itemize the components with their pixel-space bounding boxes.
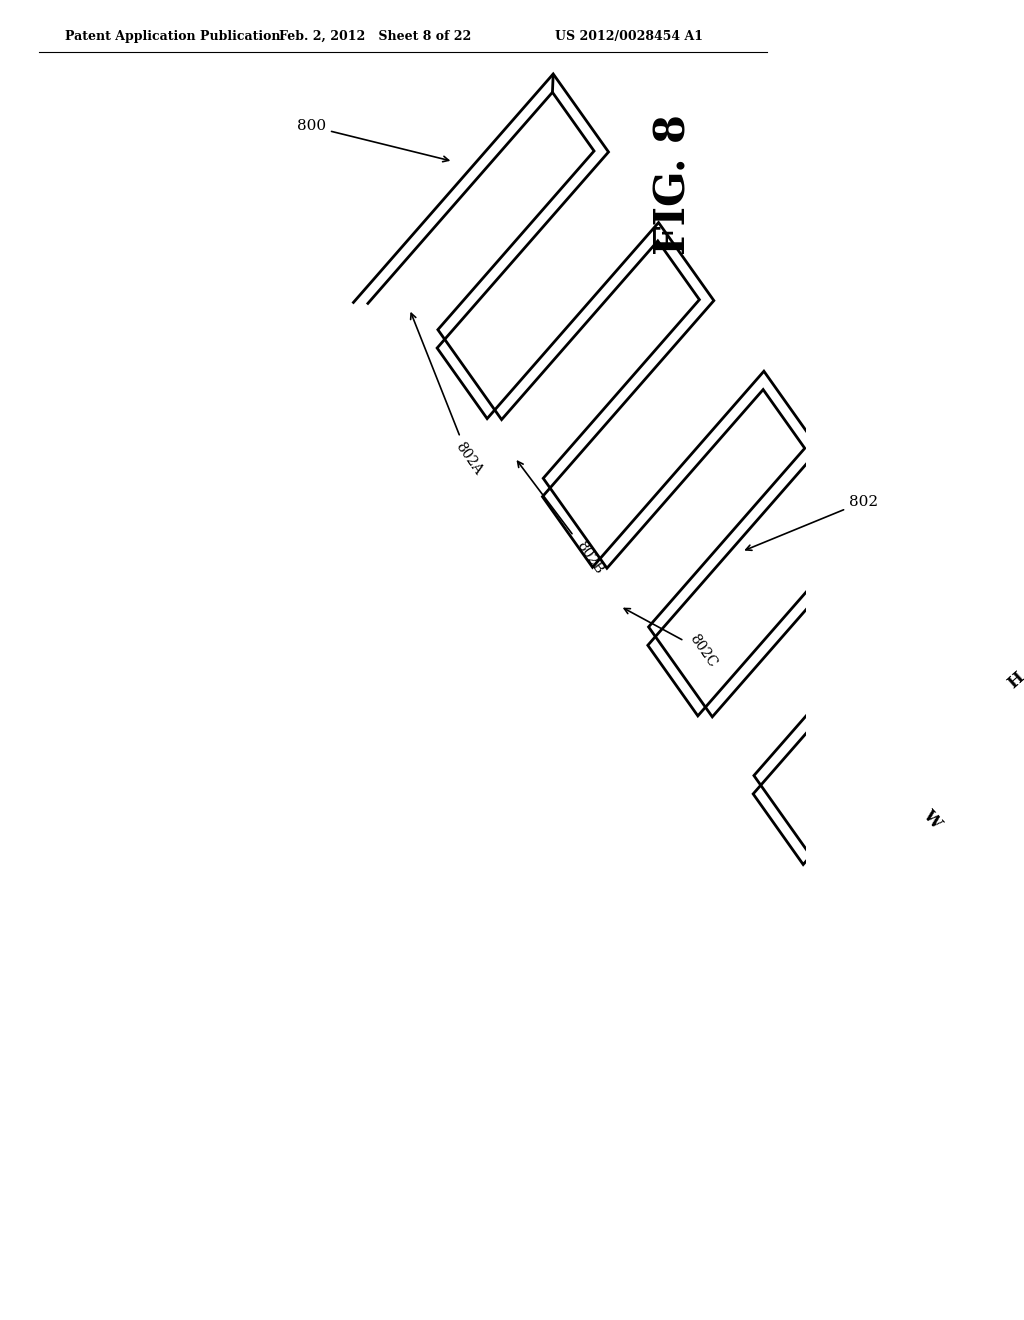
Text: Feb. 2, 2012   Sheet 8 of 22: Feb. 2, 2012 Sheet 8 of 22 <box>280 30 472 44</box>
Text: US 2012/0028454 A1: US 2012/0028454 A1 <box>555 30 703 44</box>
Text: FIG. 8: FIG. 8 <box>652 115 694 256</box>
Text: H: H <box>1005 669 1024 692</box>
Text: 802: 802 <box>745 495 879 550</box>
Text: 802C: 802C <box>625 609 720 671</box>
Text: 802B: 802B <box>517 462 606 577</box>
Text: Patent Application Publication: Patent Application Publication <box>65 30 280 44</box>
Text: 800: 800 <box>297 119 449 162</box>
Text: 802A: 802A <box>411 313 485 478</box>
Text: W: W <box>920 807 944 832</box>
